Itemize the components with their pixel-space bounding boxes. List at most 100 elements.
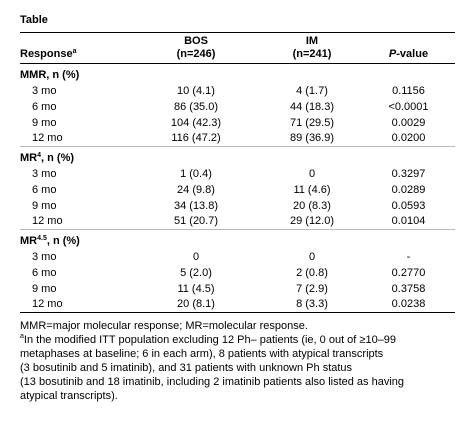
cell: 1 (0.4) [180, 167, 212, 180]
header-text: -value [396, 48, 429, 60]
data-row: 6 mo 5 (2.0) 2 (0.8) 0.2770 [20, 265, 455, 281]
cell: 116 (47.2) [130, 131, 262, 147]
footnote-sup: a [20, 333, 24, 340]
data-row: 9 mo 104 (42.3) 71 (29.5) 0.0029 [20, 115, 455, 131]
cell: 0.2770 [391, 266, 426, 279]
data-row: 9 mo 34 (13.8) 20 (8.3) 0.0593 [20, 198, 455, 214]
row-label: 3 mo [32, 250, 57, 263]
row-label: 9 mo [32, 199, 57, 212]
row-label: 9 mo [32, 116, 57, 129]
cell: 0.0104 [362, 214, 455, 230]
header-cell: BOS (n=246) [130, 32, 262, 64]
cell: 104 (42.3) [170, 116, 222, 129]
data-row: 3 mo 1 (0.4) 0 0.3297 [20, 166, 455, 182]
section-sup: 4.5 [37, 234, 47, 242]
section-text: , n (%) [46, 234, 80, 247]
cell: 0 [192, 250, 200, 263]
section-sup: 4 [37, 151, 42, 159]
footnote-text: MMR=major molecular response; MR=molecul… [20, 320, 308, 332]
cell: 2 (0.8) [296, 266, 328, 279]
header-sup: a [72, 48, 77, 55]
cell: 0.0029 [391, 116, 426, 129]
cell: 4 (1.7) [296, 84, 328, 97]
footnote-text: metaphases at baseline; 6 in each arm), … [20, 348, 384, 360]
section-label: MR4, n (%) [20, 147, 455, 167]
row-label: 3 mo [32, 84, 57, 97]
cell: 20 (8.3) [293, 199, 331, 212]
section-row: MMR, n (%) [20, 64, 455, 84]
cell: 34 (13.8) [173, 199, 219, 212]
cell: 0.1156 [392, 84, 425, 97]
header-text: Response [20, 48, 73, 60]
title: Table [20, 14, 48, 26]
row-label: 6 mo [32, 100, 57, 113]
cell: <0.0001 [388, 100, 429, 113]
footnote-line: (3 bosutinib and 5 imatinib), and 31 pat… [20, 361, 460, 375]
data-row: 6 mo 86 (35.0) 44 (18.3) <0.0001 [20, 99, 455, 115]
header-italic: P [388, 48, 397, 60]
cell: 0.3758 [391, 282, 426, 295]
footnote-line: atypical transcripts). [20, 389, 460, 403]
cell: 29 (12.0) [262, 214, 362, 230]
table: Responsea BOS (n=246) IM (n=241) P-value MMR,… [20, 32, 455, 313]
cell: 0.0289 [391, 183, 426, 196]
footnote-line: MMR=major molecular response; MR=molecul… [20, 319, 460, 333]
footnote-text: (3 bosutinib and 5 imatinib), and 31 pat… [20, 362, 353, 374]
row-label: 12 mo [20, 214, 130, 230]
footnote-line: (13 bosutinib and 18 imatinib, including… [20, 375, 460, 389]
cell: 0.0200 [362, 131, 455, 147]
header-cell: P-value [362, 32, 455, 64]
row-label: 12 mo [20, 297, 130, 313]
data-row: 12 mo 116 (47.2) 89 (36.9) 0.0200 [20, 131, 455, 147]
cell: 44 (18.3) [289, 100, 335, 113]
cell: 0.0238 [362, 297, 455, 313]
cell: 89 (36.9) [262, 131, 362, 147]
section-row: MR4, n (%) [20, 147, 455, 167]
section-text: , n (%) [41, 151, 75, 164]
cell: 0 [308, 250, 316, 263]
data-row: 6 mo 24 (9.8) 11 (4.6) 0.0289 [20, 182, 455, 198]
data-row: 9 mo 11 (4.5) 7 (2.9) 0.3758 [20, 281, 455, 297]
header-line: BOS [184, 35, 208, 47]
header-line: IM [305, 35, 319, 47]
header-row: Responsea BOS (n=246) IM (n=241) P-value [20, 32, 455, 64]
cell: 51 (20.7) [130, 214, 262, 230]
row-label: 9 mo [32, 282, 57, 295]
cell: 71 (29.5) [289, 116, 335, 129]
footnotes: MMR=major molecular response; MR=molecul… [20, 319, 460, 403]
section-label: MR4.5, n (%) [20, 230, 455, 250]
row-label: 12 mo [20, 131, 130, 147]
section-text: MR [20, 151, 38, 164]
data-row: 12 mo 51 (20.7) 29 (12.0) 0.0104 [20, 214, 455, 230]
cell: - [406, 250, 411, 263]
cell: 20 (8.1) [130, 297, 262, 313]
cell: 5 (2.0) [180, 266, 212, 279]
cell: 11 (4.5) [177, 282, 215, 295]
header-cell: Responsea [20, 32, 130, 64]
cell: 24 (9.8) [177, 183, 215, 196]
data-row: 3 mo 10 (4.1) 4 (1.7) 0.1156 [20, 83, 455, 99]
footnote-line: aIn the modified ITT population excludin… [20, 333, 460, 347]
row-label: 6 mo [32, 266, 57, 279]
section-text: MR [20, 234, 38, 247]
data-row: 12 mo 20 (8.1) 8 (3.3) 0.0238 [20, 297, 455, 313]
footnote-text: (13 bosutinib and 18 imatinib, including… [20, 376, 405, 388]
section-row: MR4.5, n (%) [20, 230, 455, 250]
footnote-text: In the modified ITT population excluding… [23, 334, 397, 346]
header-cell: IM (n=241) [262, 32, 362, 64]
cell: 10 (4.1) [177, 84, 215, 97]
cell: 0 [308, 167, 316, 180]
cell: 86 (35.0) [173, 100, 219, 113]
section-text: MMR, n (%) [20, 68, 80, 81]
row-label: 3 mo [32, 167, 57, 180]
footnote-text: atypical transcripts). [20, 390, 118, 402]
section-label: MMR, n (%) [20, 64, 455, 84]
row-label: 6 mo [32, 183, 57, 196]
cell: 8 (3.3) [262, 297, 362, 313]
cell: 11 (4.6) [293, 183, 331, 196]
footnote-line: metaphases at baseline; 6 in each arm), … [20, 347, 460, 361]
data-row: 3 mo 0 0 - [20, 249, 455, 265]
cell: 7 (2.9) [296, 282, 328, 295]
header-line: (n=246) [176, 48, 216, 60]
